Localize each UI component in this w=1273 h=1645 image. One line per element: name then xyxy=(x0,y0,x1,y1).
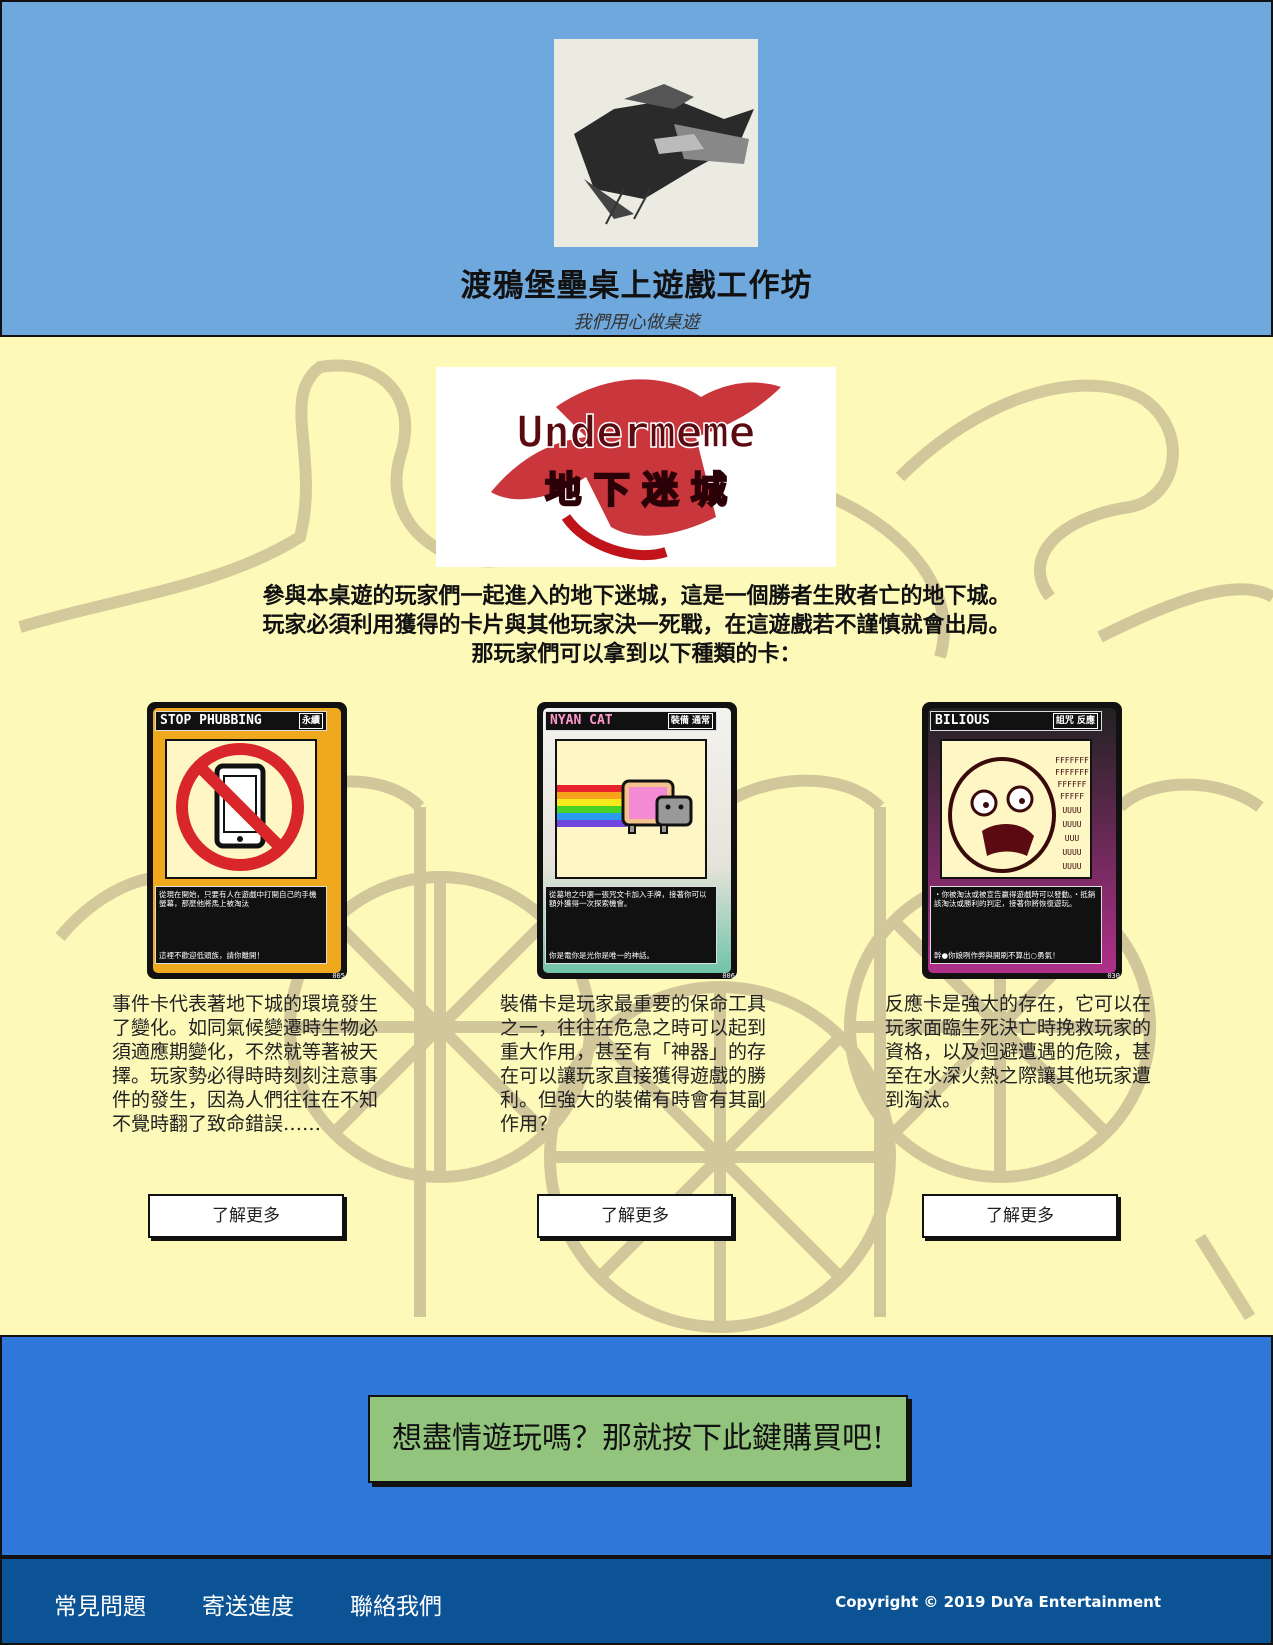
svg-text:UUUU: UUUU xyxy=(1062,820,1081,829)
banner-title-en: Undermeme xyxy=(517,407,755,458)
undermeme-banner: Undermeme 地 下 迷 城 xyxy=(436,367,836,567)
svg-text:UUUU: UUUU xyxy=(1062,862,1081,871)
card-quote: 你是電你是光你是唯一的神話。 xyxy=(549,951,654,960)
card-number: 005 xyxy=(332,972,345,980)
svg-text:FFFFFFF: FFFFFFF xyxy=(1055,768,1089,777)
buy-button[interactable]: 想盡情遊玩嗎？那就按下此鍵購買吧! xyxy=(368,1395,908,1483)
svg-text:UUU: UUU xyxy=(1065,834,1080,843)
card-effect-text: ・你被淘汰或被宣告贏得遊戲時可以發動。・抵銷該淘汰或勝利的判定，接著你將恢復遊玩… xyxy=(930,886,1102,964)
nyan-cat-icon xyxy=(555,739,707,879)
card-tag: 詛咒 反應 xyxy=(1052,713,1098,729)
site-title: 渡鴉堡壘桌上遊戲工作坊 xyxy=(460,268,813,304)
svg-text:FFFFFFF: FFFFFFF xyxy=(1055,756,1089,765)
intro-line-2: 玩家必須利用獲得的卡片與其他玩家決一死戰，在這遊戲若不謹慎就會出局。 xyxy=(262,612,1011,638)
card-effect-text: 從墓地之中選一張咒文卡加入手牌，接著你可以額外獲得一次探索機會。 你是電你是光你… xyxy=(545,886,717,964)
card-title: BILIOUS 詛咒 反應 xyxy=(930,711,1102,731)
card-title: NYAN CAT 裝備 通常 xyxy=(545,711,717,731)
site-header: 渡鴉堡壘桌上遊戲工作坊 我們用心做桌遊 xyxy=(0,0,1273,337)
buy-section: 想盡情遊玩嗎？那就按下此鍵購買吧! xyxy=(0,1335,1273,1557)
reaction-card-description: 反應卡是強大的存在，它可以在玩家面臨生死決亡時挽救玩家的資格，以及迴避遭遇的危險… xyxy=(885,993,1152,1111)
rage-face-icon: FFFFFFF FFFFFFF FFFFFF FFFFF UUUU UUUU U… xyxy=(940,739,1092,879)
main-content: Undermeme 地 下 迷 城 參與本桌遊的玩家們一起進入的地下迷城，這是一… xyxy=(0,337,1273,1335)
card-tag: 永續 xyxy=(298,713,323,729)
equipment-card-description: 裝備卡是玩家最重要的保命工具之一，往往在危急之時可以起到重大作用，甚至有「神器」… xyxy=(500,993,767,1135)
site-subtitle: 我們用心做桌遊 xyxy=(573,312,700,333)
learn-more-equipment-button[interactable]: 了解更多 xyxy=(537,1194,733,1238)
footer-link-faq[interactable]: 常見問題 xyxy=(54,1594,146,1620)
copyright-text: Copyright © 2019 DuYa Entertainment xyxy=(835,1593,1161,1611)
no-phone-icon xyxy=(165,739,317,879)
banner-title-zh: 地 下 迷 城 xyxy=(545,470,727,511)
card-title: STOP PHUBBING 永續 xyxy=(155,711,327,731)
intro-text: 參與本桌遊的玩家們一起進入的地下迷城，這是一個勝者生敗者亡的地下城。 玩家必須利… xyxy=(0,582,1273,669)
reaction-card[interactable]: BILIOUS 詛咒 反應 FFFFFFF FFFFFFF FFFFFF FFF… xyxy=(922,702,1122,980)
card-quote: 幹●你娘咧作弊與開刷不算出○勇氣！ xyxy=(934,951,1060,960)
site-footer: 常見問題 寄送進度 聯絡我們 Copyright © 2019 DuYa Ent… xyxy=(0,1557,1273,1645)
card-number: 006 xyxy=(722,972,735,980)
svg-text:FFFFFF: FFFFFF xyxy=(1058,780,1087,789)
footer-link-contact[interactable]: 聯絡我們 xyxy=(350,1594,442,1620)
equipment-card[interactable]: NYAN CAT 裝備 通常 從墓地之中選一張咒文卡加入手牌，接著你可以額 xyxy=(537,702,737,980)
intro-line-1: 參與本桌遊的玩家們一起進入的地下迷城，這是一個勝者生敗者亡的地下城。 xyxy=(262,583,1011,609)
card-number: 030 xyxy=(1107,972,1120,980)
svg-text:FFFFF: FFFFF xyxy=(1060,792,1084,801)
raven-logo-icon[interactable] xyxy=(554,39,758,247)
background-raven-art xyxy=(18,359,1273,1333)
card-effect-text: 從現在開始，只要有人在遊戲中打開自己的手機螢幕，那麼他將馬上被淘汰 這裡不歡迎低… xyxy=(155,886,327,964)
card-quote: 這裡不歡迎低頭族，請你離開！ xyxy=(159,951,264,960)
svg-text:UUUU: UUUU xyxy=(1062,806,1081,815)
card-tag: 裝備 通常 xyxy=(667,713,713,729)
event-card-description: 事件卡代表著地下城的環境發生了變化。如同氣候變遷時生物必須適應期變化，不然就等著… xyxy=(112,993,379,1135)
learn-more-event-button[interactable]: 了解更多 xyxy=(148,1194,344,1238)
event-card[interactable]: STOP PHUBBING 永續 從現在開始，只要有人在遊戲中打開自己的手機螢幕… xyxy=(147,702,347,980)
learn-more-reaction-button[interactable]: 了解更多 xyxy=(922,1194,1118,1238)
svg-text:UUUU: UUUU xyxy=(1062,848,1081,857)
intro-line-3: 那玩家們可以拿到以下種類的卡： xyxy=(471,641,802,667)
footer-link-shipping[interactable]: 寄送進度 xyxy=(202,1594,294,1620)
